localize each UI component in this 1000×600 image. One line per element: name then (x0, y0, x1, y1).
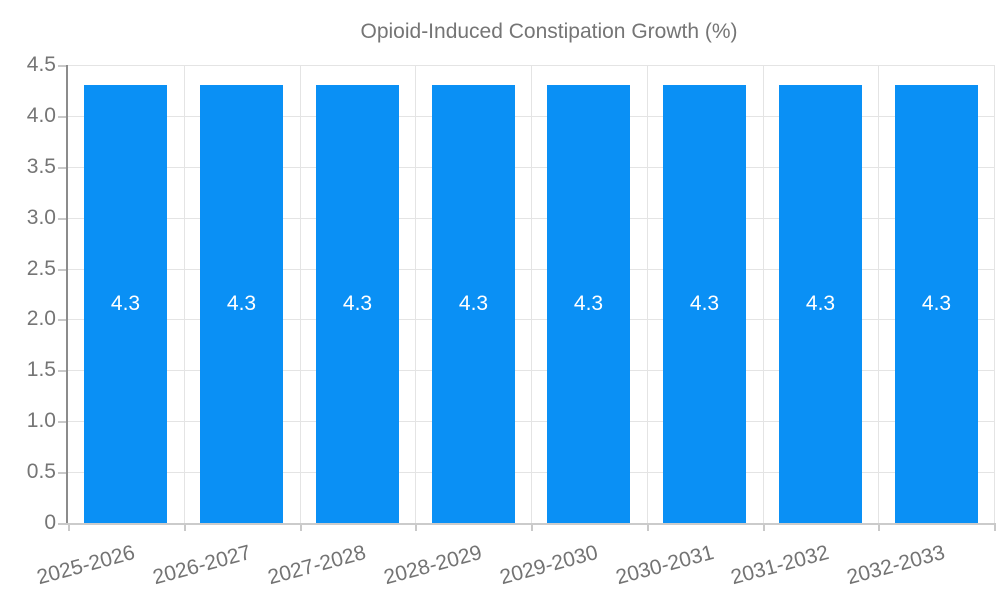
y-axis-tick (58, 370, 68, 372)
y-axis-tick (58, 116, 68, 118)
y-axis-tick-label: 4.0 (26, 104, 56, 127)
y-axis-tick (58, 472, 68, 474)
y-axis-tick (58, 319, 68, 321)
x-axis-tick-label: 2032-2033 (843, 541, 947, 590)
bar-2029-2030[interactable] (547, 85, 630, 523)
x-axis-tick-label: 2029-2030 (496, 541, 600, 590)
legend-label: Opioid-Induced Constipation Growth (%) (360, 20, 738, 43)
x-axis-tick (531, 523, 533, 531)
y-axis-tick (58, 421, 68, 423)
y-axis-tick (58, 269, 68, 271)
bar-2026-2027[interactable] (200, 85, 283, 523)
x-gridline (763, 65, 764, 523)
y-axis-line (66, 65, 68, 523)
bar-value-label: 4.3 (342, 292, 373, 315)
x-gridline (647, 65, 648, 523)
x-gridline (300, 65, 301, 523)
bar-value-label: 4.3 (689, 292, 720, 315)
y-axis-tick-label: 0 (44, 511, 56, 534)
x-axis-tick (647, 523, 649, 531)
y-axis-tick (58, 65, 68, 67)
y-axis-tick-label: 0.5 (26, 460, 56, 483)
bar-value-label: 4.3 (226, 292, 257, 315)
bar-2030-2031[interactable] (663, 85, 746, 523)
x-axis-tick-label: 2031-2032 (727, 541, 831, 590)
x-axis-tick (300, 523, 302, 531)
x-gridline (531, 65, 532, 523)
bar-value-label: 4.3 (573, 292, 604, 315)
y-axis-tick-label: 1.0 (26, 409, 56, 432)
x-axis-tick-label: 2028-2029 (380, 541, 484, 590)
y-axis-tick (58, 167, 68, 169)
bar-value-label: 4.3 (805, 292, 836, 315)
bar-value-label: 4.3 (921, 292, 952, 315)
bar-2028-2029[interactable] (432, 85, 515, 523)
bar-2031-2032[interactable] (779, 85, 862, 523)
x-axis-line (68, 523, 994, 525)
x-axis-tick (415, 523, 417, 531)
bar-2025-2026[interactable] (84, 85, 167, 523)
y-axis-tick (58, 218, 68, 220)
bar-value-label: 4.3 (110, 292, 141, 315)
legend[interactable]: Opioid-Induced Constipation Growth (%) (0, 20, 1000, 44)
bar-value-label: 4.3 (458, 292, 489, 315)
y-axis-tick-label: 2.0 (26, 307, 56, 330)
x-axis-tick (878, 523, 880, 531)
x-axis-tick (763, 523, 765, 531)
x-gridline (184, 65, 185, 523)
x-axis-tick-label: 2026-2027 (149, 541, 253, 590)
x-gridline (415, 65, 416, 523)
x-axis-tick-label: 2030-2031 (612, 541, 716, 590)
x-axis-tick (184, 523, 186, 531)
y-axis-tick-label: 2.5 (26, 257, 56, 280)
y-axis-tick-label: 1.5 (26, 358, 56, 381)
x-axis-tick-label: 2025-2026 (33, 541, 137, 590)
y-axis-tick-label: 3.5 (26, 155, 56, 178)
y-axis-tick-label: 4.5 (26, 53, 56, 76)
bar-2032-2033[interactable] (895, 85, 978, 523)
y-axis-tick (58, 523, 68, 525)
x-gridline (878, 65, 879, 523)
x-axis-tick-label: 2027-2028 (264, 541, 368, 590)
y-axis-tick-label: 3.0 (26, 206, 56, 229)
x-gridline (994, 65, 995, 523)
x-axis-tick (994, 523, 996, 531)
bar-2027-2028[interactable] (316, 85, 399, 523)
x-axis-tick (68, 523, 70, 531)
